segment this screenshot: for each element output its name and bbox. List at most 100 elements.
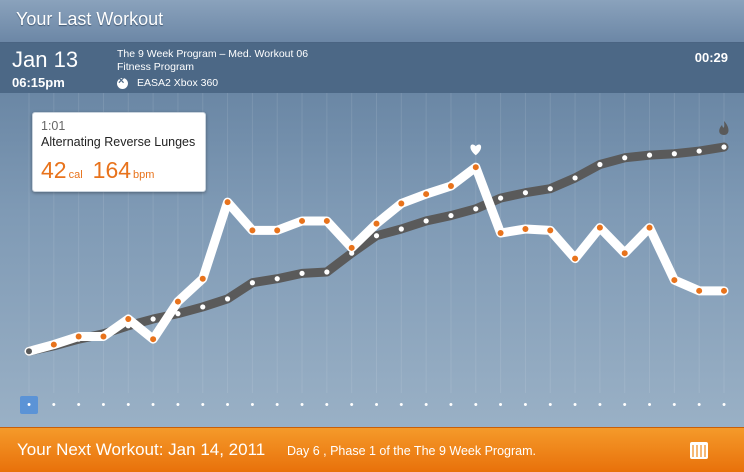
runner-icon[interactable]: • — [20, 396, 38, 414]
heart-rate-point — [547, 227, 554, 234]
heart-rate-point — [646, 224, 653, 231]
heart-rate-point — [423, 191, 430, 198]
calorie-point — [398, 226, 404, 232]
calorie-point — [671, 151, 677, 157]
heart-rate-point — [274, 227, 281, 234]
heart-rate-point — [299, 217, 306, 224]
calorie-point — [448, 212, 454, 219]
cycle-icon[interactable]: • — [573, 399, 577, 411]
program-type: Fitness Program — [117, 61, 195, 73]
workout-date: Jan 13 — [12, 47, 79, 72]
calorie-point — [324, 269, 330, 275]
next-workout-bar: Your Next Workout: Jan 14, 2011 Day 6 , … — [0, 427, 744, 472]
elapsed-time: 00:29 — [694, 50, 728, 65]
calorie-point — [299, 270, 305, 276]
ball-icon[interactable]: • — [225, 399, 230, 411]
lunge-icon[interactable]: • — [498, 399, 503, 411]
ball-icon[interactable]: • — [324, 399, 329, 411]
calorie-point — [473, 206, 479, 212]
calorie-point — [597, 161, 603, 168]
calorie-point — [373, 233, 380, 239]
squat-icon[interactable]: • — [76, 399, 81, 411]
tooltip-stats: 42 cal 164 bpm — [41, 157, 164, 184]
calendar-icon[interactable] — [690, 442, 708, 459]
heart-rate-point — [472, 164, 479, 171]
heart-rate-point — [398, 200, 405, 207]
heart-rate-point — [447, 183, 454, 189]
ball-icon[interactable]: • — [473, 399, 478, 411]
heart-rate-point — [348, 244, 355, 251]
leg-raise-icon[interactable]: • — [697, 399, 702, 411]
calorie-point — [175, 311, 181, 317]
session-header — [0, 43, 744, 93]
workout-time: 06:15pm — [12, 75, 65, 90]
program-info: The 9 Week Program – Med. Workout 06 Fit… — [117, 48, 308, 74]
calorie-point — [274, 276, 280, 282]
tooltip-calories: 42 — [41, 157, 67, 183]
tooltip-heart-rate-unit: bpm — [133, 169, 155, 181]
calorie-point — [622, 155, 628, 161]
heart-rate-point — [373, 220, 380, 227]
heart-rate-point — [621, 250, 628, 257]
heart-rate-point — [199, 275, 206, 282]
heart-rate-point — [522, 226, 529, 232]
program-name: The 9 Week Program – Med. Workout 06 — [117, 48, 309, 60]
tooltip-time: 1:01 — [41, 119, 66, 133]
calorie-point — [249, 280, 255, 286]
arms-up-icon[interactable]: • — [449, 399, 453, 411]
heart-rate-point — [50, 341, 57, 348]
pushup-icon[interactable]: • — [250, 399, 255, 411]
calorie-point — [224, 296, 231, 302]
calorie-point — [423, 218, 429, 224]
platform-info: EASA2 Xbox 360 — [117, 75, 218, 89]
title-bar: Your Last Workout — [0, 0, 744, 43]
calorie-point — [547, 186, 553, 192]
heart-rate-point — [696, 287, 703, 294]
kick-icon[interactable]: • — [126, 399, 131, 411]
ball-icon[interactable]: • — [548, 399, 553, 411]
heart-rate-point — [596, 224, 603, 231]
calorie-point — [150, 316, 156, 322]
heart-rate-point — [323, 217, 330, 224]
stand-icon[interactable]: • — [374, 399, 379, 411]
exercise-tooltip: 1:01 Alternating Reverse Lunges 42 cal 164… — [32, 112, 206, 192]
plank-icon[interactable]: • — [622, 399, 627, 411]
lunge-icon[interactable]: • — [275, 399, 280, 411]
heart-rate-point — [75, 333, 82, 340]
heart-icon — [470, 144, 482, 156]
calorie-point — [721, 144, 727, 150]
lying-icon[interactable]: • — [722, 399, 726, 411]
crunch-icon[interactable]: • — [672, 399, 677, 411]
pushup-icon[interactable]: • — [597, 399, 602, 411]
heart-rate-point — [125, 316, 132, 323]
stretch-icon[interactable]: • — [51, 399, 56, 411]
heart-rate-point — [100, 333, 107, 340]
punch-icon[interactable]: • — [200, 399, 205, 411]
calorie-point — [200, 304, 206, 310]
heart-rate-point — [249, 227, 256, 234]
tooltip-heart-rate: 164 — [92, 157, 132, 183]
calorie-point — [646, 152, 653, 158]
heart-rate-point — [26, 348, 32, 355]
calorie-point — [696, 148, 702, 154]
situp-icon[interactable]: • — [647, 399, 652, 411]
next-workout-detail: Day 6 , Phase 1 of the The 9 Week Progra… — [287, 444, 536, 458]
calorie-point — [522, 190, 529, 196]
heart-rate-point — [150, 336, 157, 343]
cycle-icon[interactable]: • — [399, 399, 404, 411]
sprint-icon[interactable]: • — [151, 399, 156, 411]
exercise-icon-strip: • • • • • • • • • • • • • • • • • • • • • • • • • • • • • — [0, 394, 744, 416]
jump-icon[interactable]: • — [175, 399, 180, 411]
calorie-point — [572, 175, 578, 181]
cycle-icon[interactable]: • — [349, 399, 354, 411]
lunge-icon[interactable]: • — [101, 399, 106, 411]
punch-icon[interactable]: • — [424, 399, 429, 411]
heart-rate-point — [671, 277, 678, 284]
calorie-point — [498, 195, 504, 201]
xbox-icon — [117, 75, 128, 89]
heart-rate-point — [572, 255, 579, 262]
reach-icon[interactable]: • — [523, 399, 528, 411]
reach-icon[interactable]: • — [300, 399, 304, 411]
heart-rate-point — [497, 230, 504, 237]
